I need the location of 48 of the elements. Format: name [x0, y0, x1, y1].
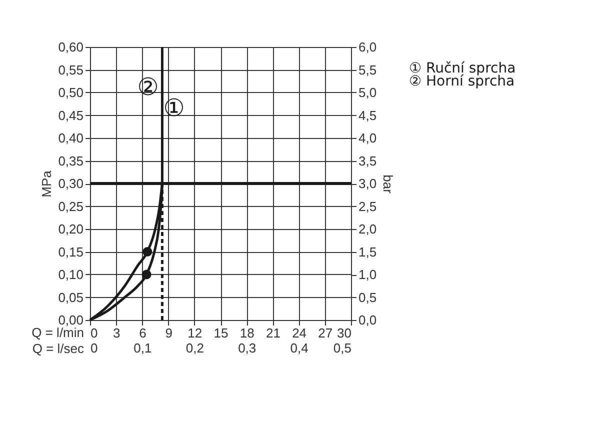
y-tick-label: 0,45	[58, 108, 84, 123]
y2-tick-label: 6,0	[358, 40, 377, 54]
x2-axis-title: Q = l/sec	[32, 341, 84, 356]
y-tick-label: 0,00	[58, 312, 84, 328]
x-tick-label: 12	[188, 326, 202, 340]
x-axis-title: Q = l/min	[32, 325, 84, 340]
y2-axis-title: bar	[380, 174, 396, 194]
x2-tick-label: 0,1	[134, 340, 152, 356]
y-tick-label: 0,05	[58, 290, 84, 305]
x2-tick-label: 0,5	[333, 340, 352, 356]
y2-tick-label: 0,5	[358, 290, 377, 305]
y2-tick-label: 4,5	[358, 108, 377, 123]
y2-tick-label: 5,5	[358, 62, 377, 78]
x-tick-label: 30	[337, 326, 352, 340]
x-tick-label: 27	[318, 326, 333, 340]
y2-tick-label: 1,0	[358, 267, 377, 282]
x2-tick-label: 0,4	[290, 340, 308, 356]
y2-tick-label: 2,5	[358, 198, 377, 214]
x-tick-label: 9	[165, 326, 172, 340]
y2-tick-label: 5,0	[358, 85, 377, 100]
x-tick-label: 18	[240, 326, 254, 340]
y2-tick-label: 3,0	[358, 176, 377, 191]
y-tick-label: 0,35	[58, 153, 84, 168]
x2-tick-label: 0	[90, 340, 98, 356]
y2-tick-label: 1,5	[358, 244, 377, 260]
y-tick-label: 0,25	[58, 198, 84, 214]
y-axis-title: MPa	[39, 170, 54, 198]
y2-tick-label: 3,5	[358, 153, 377, 168]
y-tick-label: 0,40	[58, 130, 84, 146]
y2-tick-label: 2,0	[358, 222, 377, 236]
y-tick-label: 0,10	[58, 267, 84, 282]
y-tick-label: 0,55	[58, 62, 84, 78]
x-tick-label: 24	[292, 326, 307, 340]
y2-tick-label: 4,0	[358, 130, 377, 146]
x-tick-label: 21	[266, 326, 280, 340]
text: ② Horní sprcha	[409, 74, 515, 90]
x-tick-label: 6	[139, 326, 146, 340]
y-tick-label: 0,15	[58, 244, 84, 260]
y-tick-label: 0,20	[58, 222, 84, 236]
y2-tick-label: 0,0	[358, 312, 377, 328]
y-tick-label: 0,30	[58, 176, 84, 191]
y-tick-label: 0,60	[58, 40, 84, 54]
x-tick-label: 15	[214, 326, 228, 340]
x2-tick-label: 0,2	[186, 340, 204, 356]
y-tick-label: 0,50	[58, 85, 84, 100]
x-tick-label: 3	[112, 326, 120, 340]
x-tick-label: 0	[90, 326, 98, 340]
x2-tick-label: 0,3	[238, 340, 256, 356]
